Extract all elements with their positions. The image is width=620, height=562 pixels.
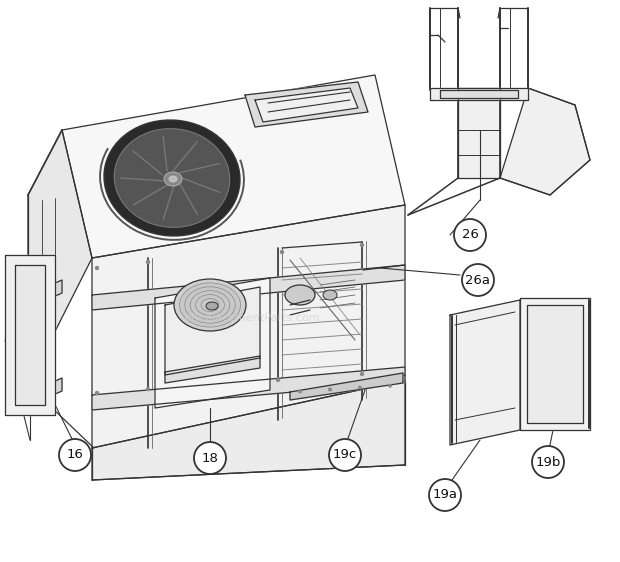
Polygon shape [458, 88, 500, 178]
Ellipse shape [104, 120, 240, 236]
Polygon shape [520, 298, 590, 430]
Circle shape [328, 387, 332, 392]
Polygon shape [527, 305, 583, 423]
Polygon shape [165, 287, 260, 375]
Polygon shape [290, 373, 403, 400]
Text: 26a: 26a [466, 274, 490, 287]
Polygon shape [28, 378, 62, 406]
Circle shape [95, 391, 99, 395]
Polygon shape [440, 90, 518, 98]
Ellipse shape [174, 279, 246, 331]
Ellipse shape [114, 129, 230, 228]
Ellipse shape [190, 291, 230, 319]
Polygon shape [62, 75, 405, 258]
Circle shape [329, 439, 361, 471]
Circle shape [358, 386, 362, 389]
Circle shape [280, 250, 284, 254]
Text: eReplacementParts.com: eReplacementParts.com [184, 313, 320, 323]
Polygon shape [255, 88, 358, 122]
Polygon shape [92, 367, 405, 410]
Polygon shape [28, 130, 92, 385]
Circle shape [429, 479, 461, 511]
Text: 19b: 19b [535, 455, 560, 469]
Ellipse shape [195, 294, 224, 315]
Ellipse shape [169, 176, 177, 182]
Text: 19a: 19a [433, 488, 458, 501]
Polygon shape [155, 278, 270, 408]
Circle shape [194, 442, 226, 474]
Polygon shape [5, 255, 55, 415]
Ellipse shape [179, 283, 241, 327]
Polygon shape [92, 380, 405, 480]
Circle shape [360, 372, 364, 376]
Ellipse shape [185, 287, 235, 323]
Polygon shape [92, 265, 405, 310]
Circle shape [360, 243, 364, 247]
Ellipse shape [201, 298, 219, 311]
Circle shape [146, 387, 150, 391]
Circle shape [95, 266, 99, 270]
Circle shape [388, 384, 392, 388]
Text: 19c: 19c [333, 448, 357, 461]
Circle shape [454, 219, 486, 251]
Ellipse shape [164, 172, 182, 186]
Circle shape [532, 446, 564, 478]
Polygon shape [430, 88, 528, 100]
Ellipse shape [285, 285, 315, 305]
Ellipse shape [206, 302, 218, 310]
Circle shape [462, 264, 494, 296]
Text: 26: 26 [461, 229, 479, 242]
Polygon shape [165, 356, 260, 383]
Circle shape [146, 260, 150, 264]
Text: 18: 18 [202, 451, 218, 465]
Text: 16: 16 [66, 448, 84, 461]
Circle shape [59, 439, 91, 471]
Circle shape [298, 389, 302, 393]
Circle shape [276, 378, 280, 382]
Polygon shape [15, 265, 45, 405]
Polygon shape [500, 88, 590, 195]
Polygon shape [245, 82, 368, 127]
Polygon shape [28, 280, 62, 308]
Polygon shape [450, 300, 520, 445]
Ellipse shape [323, 290, 337, 300]
Polygon shape [92, 205, 405, 448]
